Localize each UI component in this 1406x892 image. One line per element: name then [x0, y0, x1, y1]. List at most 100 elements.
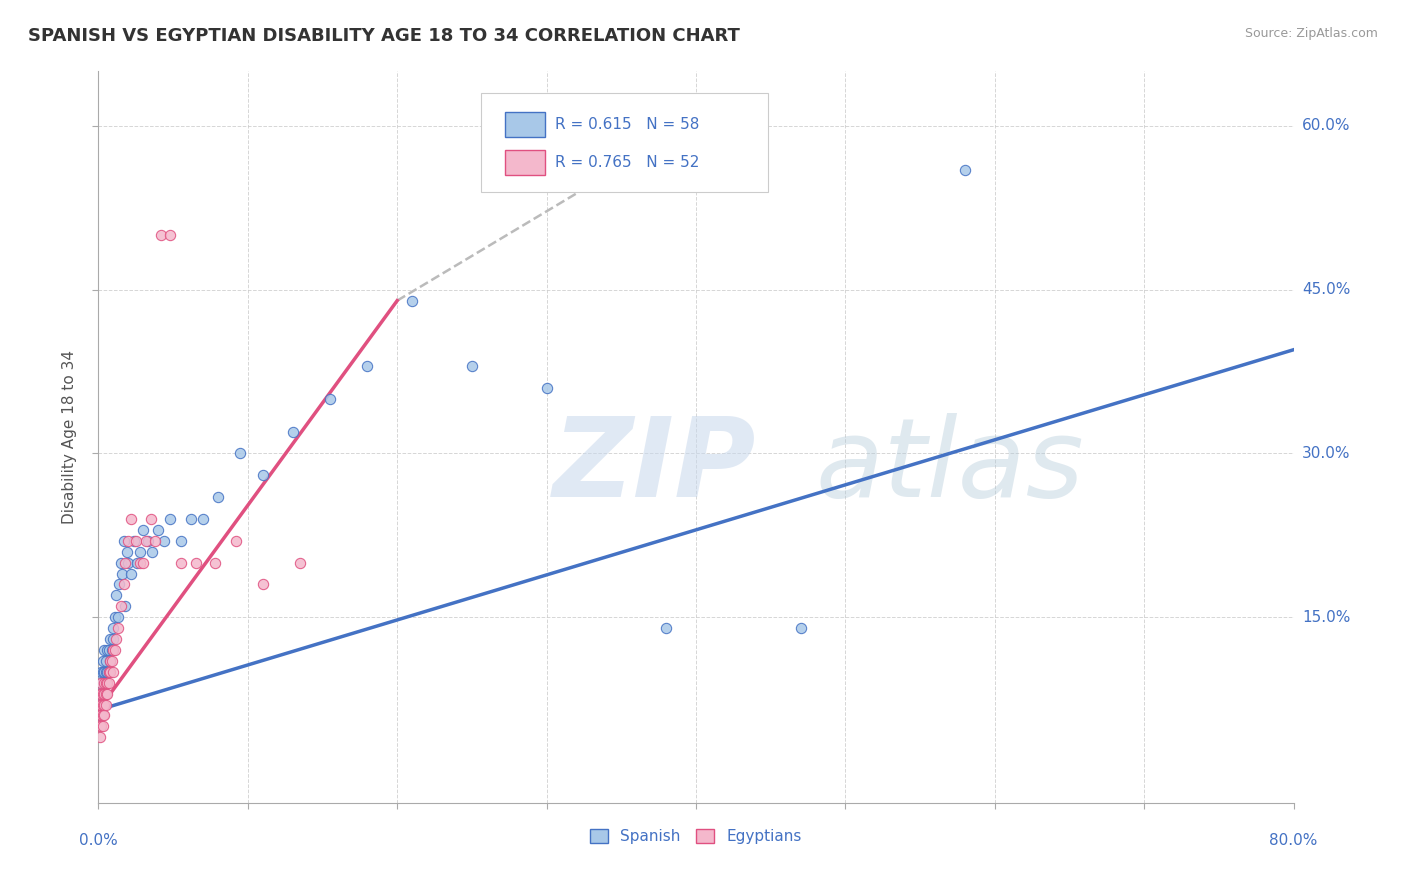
Point [252, 468, 274, 483]
Point [89, 731, 111, 745]
Point [536, 381, 558, 395]
Point [191, 512, 214, 526]
Point [94, 687, 117, 701]
Point [103, 665, 125, 679]
Point [91, 708, 114, 723]
FancyBboxPatch shape [505, 112, 546, 137]
Point [129, 556, 152, 570]
Point [91, 654, 114, 668]
Point [89, 708, 111, 723]
Point [93, 675, 115, 690]
Point [281, 425, 304, 439]
Point [120, 512, 142, 526]
Point [169, 556, 191, 570]
Point [93, 665, 115, 679]
Point [98, 665, 122, 679]
Point [153, 533, 176, 548]
Point [103, 621, 125, 635]
Point [114, 556, 136, 570]
Point [96, 675, 118, 690]
Point [90, 665, 112, 679]
Point [90, 698, 112, 712]
Point [204, 556, 226, 570]
Point [105, 588, 128, 602]
Text: SPANISH VS EGYPTIAN DISABILITY AGE 18 TO 34 CORRELATION CHART: SPANISH VS EGYPTIAN DISABILITY AGE 18 TO… [28, 27, 740, 45]
Point [89, 719, 111, 733]
Point [112, 577, 135, 591]
Point [127, 556, 149, 570]
Point [120, 566, 142, 581]
Point [107, 610, 129, 624]
Point [107, 621, 129, 635]
Point [97, 665, 120, 679]
Point [90, 675, 112, 690]
Point [207, 490, 229, 504]
Point [114, 599, 136, 614]
Point [143, 533, 166, 548]
Point [90, 719, 112, 733]
Point [132, 523, 155, 537]
Point [97, 643, 120, 657]
Point [112, 533, 135, 548]
FancyBboxPatch shape [505, 151, 546, 175]
Legend: Spanish, Egyptians: Spanish, Egyptians [583, 822, 808, 850]
Point [115, 545, 138, 559]
Point [94, 698, 117, 712]
Point [90, 708, 112, 723]
Point [91, 719, 114, 733]
Point [90, 687, 112, 701]
Point [356, 359, 378, 373]
Text: 0.0%: 0.0% [79, 833, 118, 848]
Point [93, 687, 115, 701]
Point [96, 687, 118, 701]
Point [111, 566, 134, 581]
Text: 80.0%: 80.0% [1270, 833, 1317, 848]
Point [89, 698, 111, 712]
Point [953, 162, 976, 177]
Text: R = 0.765   N = 52: R = 0.765 N = 52 [555, 155, 699, 170]
Point [169, 533, 191, 548]
Text: 30.0%: 30.0% [1302, 446, 1350, 461]
Point [90, 675, 112, 690]
Point [97, 665, 120, 679]
Text: 45.0%: 45.0% [1302, 282, 1350, 297]
Point [110, 556, 132, 570]
Point [94, 675, 117, 690]
Point [225, 533, 247, 548]
Text: atlas: atlas [815, 413, 1084, 520]
Point [159, 228, 181, 243]
Point [90, 698, 112, 712]
Point [93, 675, 115, 690]
Point [141, 545, 163, 559]
Point [148, 523, 170, 537]
Point [89, 687, 111, 701]
Point [89, 687, 111, 701]
Point [125, 533, 148, 548]
Point [108, 577, 131, 591]
Point [89, 708, 111, 723]
Point [132, 556, 155, 570]
Point [91, 665, 114, 679]
Point [117, 556, 139, 570]
Point [96, 665, 118, 679]
Point [159, 512, 181, 526]
Point [105, 632, 128, 646]
Point [101, 643, 124, 657]
Point [104, 643, 127, 657]
Point [139, 512, 162, 526]
FancyBboxPatch shape [481, 94, 768, 192]
Point [319, 392, 342, 406]
Point [97, 675, 120, 690]
Point [135, 533, 157, 548]
Text: 60.0%: 60.0% [1302, 119, 1350, 134]
Point [93, 698, 115, 712]
Point [104, 610, 127, 624]
Point [129, 545, 152, 559]
Point [461, 359, 484, 373]
Point [96, 643, 118, 657]
Point [110, 599, 132, 614]
Point [252, 577, 274, 591]
Point [93, 708, 115, 723]
Point [98, 632, 122, 646]
Point [94, 654, 117, 668]
